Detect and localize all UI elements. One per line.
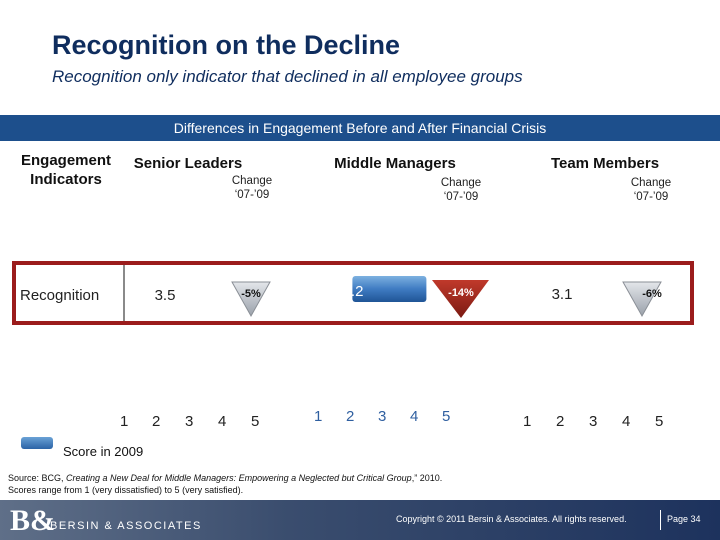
senior-tick-5: 5 bbox=[251, 413, 260, 430]
team-change-triangle bbox=[622, 281, 662, 318]
senior-change-label: -5% bbox=[241, 288, 261, 300]
copyright-text: Copyright © 2011 Bersin & Associates. Al… bbox=[396, 514, 627, 524]
senior-tick-3: 3 bbox=[185, 413, 194, 430]
team-change-label: -6% bbox=[642, 288, 662, 300]
change-header-senior-line1: Change bbox=[231, 175, 273, 187]
recognition-highlight-frame bbox=[12, 261, 694, 325]
source-note: Source: BCG, Creating a New Deal for Mid… bbox=[8, 472, 442, 496]
middle-score-bar bbox=[352, 276, 427, 302]
senior-axis-line bbox=[123, 264, 125, 322]
source-line1: Source: BCG, Creating a New Deal for Mid… bbox=[8, 472, 442, 484]
chart-title: Differences in Engagement Before and Aft… bbox=[173, 120, 547, 136]
logo-mark: B& bbox=[10, 504, 55, 537]
senior-tick-2: 2 bbox=[152, 413, 161, 430]
middle-change-label: -14% bbox=[448, 287, 474, 299]
team-tick-1: 1 bbox=[523, 413, 532, 430]
footer-bar: B& BERSIN & ASSOCIATES Copyright © 2011 … bbox=[0, 500, 720, 540]
team-tick-3: 3 bbox=[589, 413, 598, 430]
logo-text: BERSIN & ASSOCIATES bbox=[50, 520, 202, 532]
team-tick-4: 4 bbox=[622, 413, 631, 430]
team-tick-5: 5 bbox=[655, 413, 664, 430]
chart-banner: Differences in Engagement Before and Aft… bbox=[0, 115, 720, 141]
team-tick-2: 2 bbox=[556, 413, 565, 430]
middle-tick-4: 4 bbox=[410, 408, 419, 425]
senior-score-label: 3.5 bbox=[154, 287, 176, 304]
row-header: Engagement Indicators bbox=[10, 151, 122, 189]
change-header-middle-line2: ‘07-’09 bbox=[443, 191, 479, 203]
middle-tick-5: 5 bbox=[442, 408, 451, 425]
middle-score-label: 3.2 bbox=[342, 283, 364, 300]
middle-tick-1: 1 bbox=[314, 408, 323, 425]
source-suffix: ,” 2010. bbox=[411, 473, 443, 483]
row-label-recognition: Recognition bbox=[20, 287, 100, 304]
middle-tick-2: 2 bbox=[346, 408, 355, 425]
senior-tick-4: 4 bbox=[218, 413, 227, 430]
source-line2: Scores range from 1 (very dissatisfied) … bbox=[8, 485, 244, 495]
senior-tick-1: 1 bbox=[120, 413, 129, 430]
middle-tick-3: 3 bbox=[378, 408, 387, 425]
page-number: Page 34 bbox=[667, 514, 701, 524]
senior-change-triangle bbox=[231, 281, 271, 318]
group-header-senior: Senior Leaders bbox=[133, 155, 243, 172]
row-header-line1: Engagement bbox=[20, 152, 111, 169]
legend-label: Score in 2009 bbox=[63, 444, 144, 459]
legend-swatch bbox=[21, 437, 53, 449]
change-header-team-line1: Change bbox=[630, 177, 672, 189]
middle-change-triangle bbox=[432, 280, 489, 318]
team-score-label: 3.1 bbox=[551, 286, 573, 303]
group-header-team: Team Members bbox=[550, 155, 660, 172]
change-header-senior-line2: ‘07-’09 bbox=[234, 189, 270, 201]
source-title: Creating a New Deal for Middle Managers:… bbox=[66, 473, 412, 483]
page-subtitle: Recognition only indicator that declined… bbox=[52, 67, 523, 86]
group-header-middle: Middle Managers bbox=[334, 155, 456, 172]
source-prefix: Source: BCG, bbox=[8, 473, 67, 483]
change-header-senior: Change ‘07-’09 bbox=[210, 174, 294, 202]
change-header-middle-line1: Change bbox=[440, 177, 482, 189]
change-header-team-line2: ‘07-’09 bbox=[633, 191, 669, 203]
row-header-line2: Indicators bbox=[30, 171, 102, 188]
page-title: Recognition on the Decline bbox=[52, 30, 401, 60]
change-header-middle: Change ‘07-’09 bbox=[419, 176, 503, 204]
change-header-team: Change ‘07-’09 bbox=[609, 176, 693, 204]
footer-divider bbox=[660, 510, 661, 530]
